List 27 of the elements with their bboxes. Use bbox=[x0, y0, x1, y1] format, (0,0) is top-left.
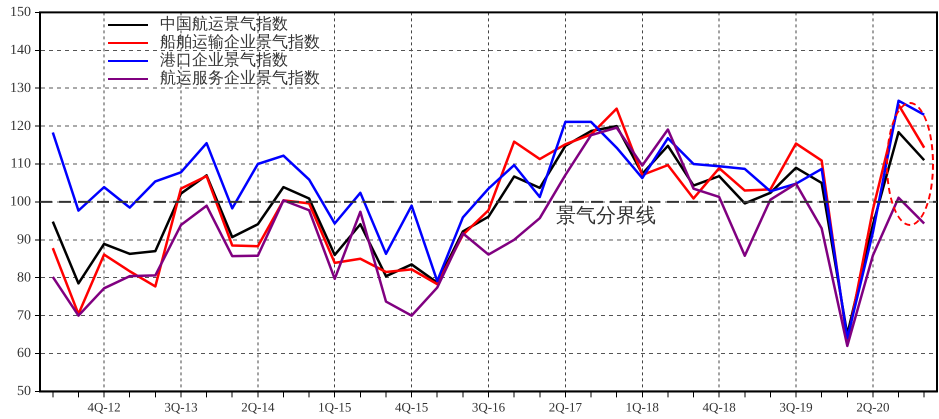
y-tick-label: 150 bbox=[10, 5, 31, 20]
y-tick-label: 100 bbox=[10, 194, 31, 210]
y-tick-label: 60 bbox=[17, 346, 31, 362]
y-tick-label: 90 bbox=[17, 232, 31, 248]
x-tick-label: 1Q-15 bbox=[318, 400, 352, 415]
legend-label: 中国航运景气指数 bbox=[160, 16, 288, 34]
legend-label: 船舶运输企业景气指数 bbox=[160, 34, 320, 52]
x-tick-label: 4Q-18 bbox=[702, 400, 736, 415]
x-tick-label: 2Q-20 bbox=[856, 400, 890, 415]
x-tick-label: 4Q-12 bbox=[87, 400, 121, 415]
y-tick-label: 140 bbox=[10, 42, 31, 58]
y-tick-label: 110 bbox=[10, 156, 31, 172]
x-tick-label: 1Q-18 bbox=[626, 400, 659, 415]
y-tick-label: 130 bbox=[10, 80, 31, 96]
y-tick-label: 80 bbox=[17, 270, 31, 286]
x-tick-label: 3Q-13 bbox=[164, 400, 198, 415]
x-tick-label: 2Q-14 bbox=[241, 400, 275, 415]
legend-label: 航运服务企业景气指数 bbox=[160, 70, 320, 88]
x-tick-label: 3Q-16 bbox=[472, 400, 506, 415]
x-tick-label: 2Q-17 bbox=[548, 400, 582, 415]
y-tick-label: 120 bbox=[10, 118, 31, 134]
x-tick-label: 3Q-19 bbox=[779, 400, 813, 415]
x-tick-label: 4Q-15 bbox=[395, 400, 428, 415]
ref-line-label: 景气分界线 bbox=[556, 205, 656, 228]
y-tick-label: 70 bbox=[17, 308, 31, 324]
y-tick-label: 50 bbox=[17, 384, 31, 400]
legend-label: 港口企业景气指数 bbox=[160, 52, 288, 70]
